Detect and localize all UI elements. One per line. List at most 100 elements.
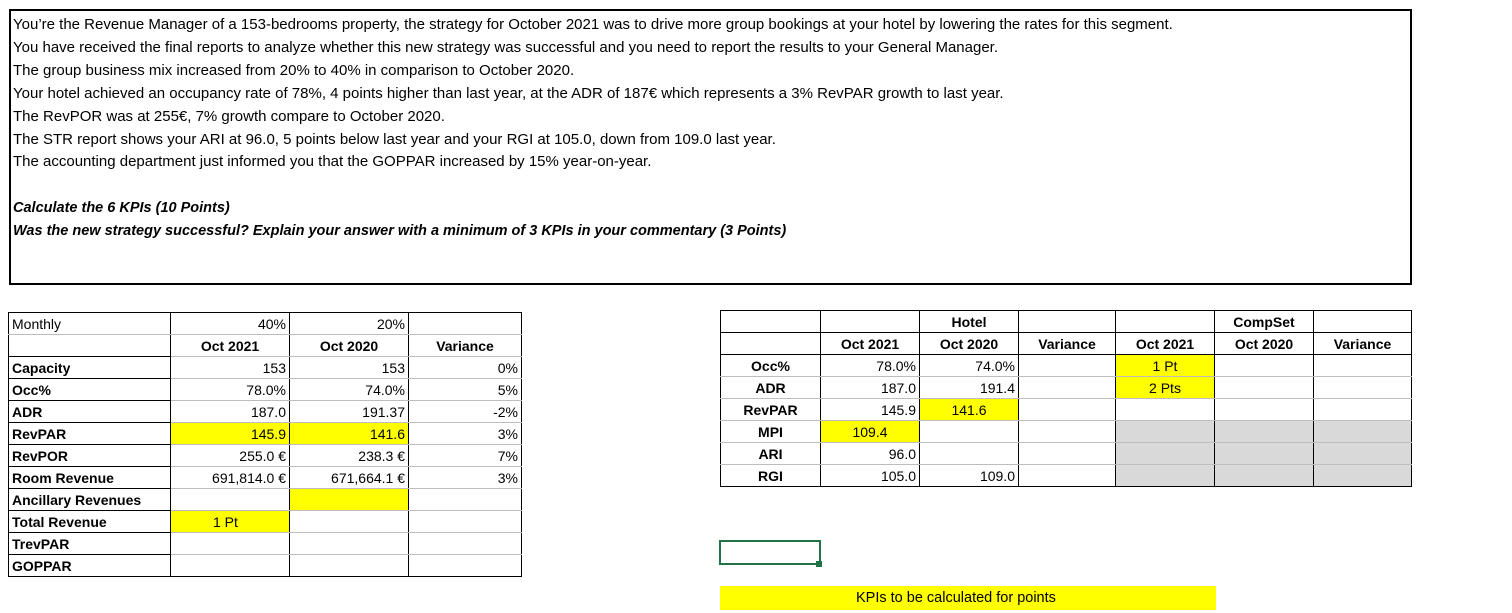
compset-oct-2020[interactable] <box>1214 398 1314 421</box>
compset-oct-2020[interactable] <box>1214 354 1314 377</box>
value-variance[interactable] <box>408 554 522 577</box>
value-oct-2021[interactable]: 255.0 € <box>170 444 290 467</box>
fill-handle[interactable] <box>816 561 822 567</box>
value-oct-2021[interactable]: 1 Pt <box>170 510 290 533</box>
kpi-label[interactable]: RGI <box>720 464 821 487</box>
hotel-variance[interactable] <box>1018 464 1116 487</box>
row-label[interactable]: Capacity <box>8 356 171 379</box>
value-variance[interactable]: 3% <box>408 466 522 489</box>
row-label[interactable]: TrevPAR <box>8 532 171 555</box>
hotel-title[interactable]: Hotel <box>919 310 1019 333</box>
value-variance[interactable]: 5% <box>408 378 522 401</box>
hotel-oct-2021[interactable]: 145.9 <box>820 398 920 421</box>
mix-2021-cell[interactable]: 40% <box>170 312 290 335</box>
value-oct-2021[interactable] <box>170 554 290 577</box>
value-oct-2021[interactable]: 153 <box>170 356 290 379</box>
value-variance[interactable]: 7% <box>408 444 522 467</box>
compset-title[interactable]: CompSet <box>1214 310 1314 333</box>
value-oct-2021[interactable]: 145.9 <box>170 422 290 445</box>
row-label[interactable]: Room Revenue <box>8 466 171 489</box>
kpi-label[interactable]: Occ% <box>720 354 821 377</box>
value-oct-2020[interactable]: 238.3 € <box>289 444 409 467</box>
kpi-label[interactable]: RevPAR <box>720 398 821 421</box>
empty-cell[interactable] <box>1018 310 1116 333</box>
compset-oct-2021[interactable] <box>1115 398 1215 421</box>
hotel-variance[interactable] <box>1018 442 1116 465</box>
header-compset-variance[interactable]: Variance <box>1313 332 1412 355</box>
hotel-oct-2020[interactable]: 74.0% <box>919 354 1019 377</box>
row-label[interactable]: RevPAR <box>8 422 171 445</box>
compset-variance[interactable] <box>1313 398 1412 421</box>
value-oct-2020[interactable] <box>289 532 409 555</box>
row-label[interactable]: GOPPAR <box>8 554 171 577</box>
hotel-variance[interactable] <box>1018 354 1116 377</box>
value-oct-2021[interactable] <box>170 488 290 511</box>
compset-oct-2020[interactable] <box>1214 376 1314 399</box>
kpi-label[interactable]: MPI <box>720 420 821 443</box>
empty-cell[interactable] <box>720 310 821 333</box>
value-variance[interactable]: 0% <box>408 356 522 379</box>
row-label[interactable]: Occ% <box>8 378 171 401</box>
row-label[interactable]: RevPOR <box>8 444 171 467</box>
value-oct-2020[interactable]: 191.37 <box>289 400 409 423</box>
empty-cell[interactable] <box>820 310 920 333</box>
compset-variance[interactable] <box>1313 376 1412 399</box>
empty-cell[interactable] <box>8 334 171 357</box>
value-variance[interactable]: -2% <box>408 400 522 423</box>
hotel-oct-2021[interactable]: 78.0% <box>820 354 920 377</box>
hotel-oct-2021[interactable]: 105.0 <box>820 464 920 487</box>
table-row: MPI 109.4 <box>720 420 1412 443</box>
header-oct-2021[interactable]: Oct 2021 <box>170 334 290 357</box>
hotel-oct-2020[interactable]: 191.4 <box>919 376 1019 399</box>
value-oct-2020[interactable]: 74.0% <box>289 378 409 401</box>
row-label[interactable]: Total Revenue <box>8 510 171 533</box>
selected-cell[interactable] <box>719 540 821 565</box>
row-label[interactable]: ADR <box>8 400 171 423</box>
value-oct-2020[interactable]: 671,664.1 € <box>289 466 409 489</box>
value-oct-2020[interactable]: 141.6 <box>289 422 409 445</box>
value-oct-2021[interactable]: 187.0 <box>170 400 290 423</box>
hotel-variance[interactable] <box>1018 398 1116 421</box>
value-oct-2021[interactable]: 691,814.0 € <box>170 466 290 489</box>
mix-2020-cell[interactable]: 20% <box>289 312 409 335</box>
table-row: Total Revenue 1 Pt <box>8 510 522 533</box>
header-hotel-oct-2021[interactable]: Oct 2021 <box>820 332 920 355</box>
value-variance[interactable] <box>408 488 522 511</box>
header-hotel-variance[interactable]: Variance <box>1018 332 1116 355</box>
hotel-oct-2021[interactable]: 187.0 <box>820 376 920 399</box>
hotel-oct-2020[interactable]: 109.0 <box>919 464 1019 487</box>
hotel-oct-2020[interactable] <box>919 442 1019 465</box>
empty-cell[interactable] <box>1115 310 1215 333</box>
empty-cell[interactable] <box>720 332 821 355</box>
empty-cell[interactable] <box>1313 310 1412 333</box>
header-hotel-oct-2020[interactable]: Oct 2020 <box>919 332 1019 355</box>
value-oct-2021[interactable]: 78.0% <box>170 378 290 401</box>
hotel-variance[interactable] <box>1018 376 1116 399</box>
value-variance[interactable] <box>408 510 522 533</box>
header-compset-oct-2020[interactable]: Oct 2020 <box>1214 332 1314 355</box>
row-label[interactable]: Ancillary Revenues <box>8 488 171 511</box>
header-compset-oct-2021[interactable]: Oct 2021 <box>1115 332 1215 355</box>
hotel-variance[interactable] <box>1018 420 1116 443</box>
disabled-cell <box>1214 420 1314 443</box>
compset-oct-2021[interactable]: 2 Pts <box>1115 376 1215 399</box>
kpi-label[interactable]: ADR <box>720 376 821 399</box>
value-variance[interactable] <box>408 532 522 555</box>
value-oct-2020[interactable] <box>289 554 409 577</box>
hotel-oct-2020[interactable] <box>919 420 1019 443</box>
monthly-title-cell[interactable]: Monthly <box>8 312 171 335</box>
header-oct-2020[interactable]: Oct 2020 <box>289 334 409 357</box>
value-oct-2020[interactable]: 153 <box>289 356 409 379</box>
value-variance[interactable]: 3% <box>408 422 522 445</box>
kpi-label[interactable]: ARI <box>720 442 821 465</box>
compset-variance[interactable] <box>1313 354 1412 377</box>
value-oct-2020[interactable] <box>289 510 409 533</box>
value-oct-2021[interactable] <box>170 532 290 555</box>
value-oct-2020[interactable] <box>289 488 409 511</box>
hotel-oct-2021[interactable]: 109.4 <box>820 420 920 443</box>
header-variance[interactable]: Variance <box>408 334 522 357</box>
compset-oct-2021[interactable]: 1 Pt <box>1115 354 1215 377</box>
hotel-oct-2020[interactable]: 141.6 <box>919 398 1019 421</box>
empty-cell[interactable] <box>408 312 522 335</box>
hotel-oct-2021[interactable]: 96.0 <box>820 442 920 465</box>
